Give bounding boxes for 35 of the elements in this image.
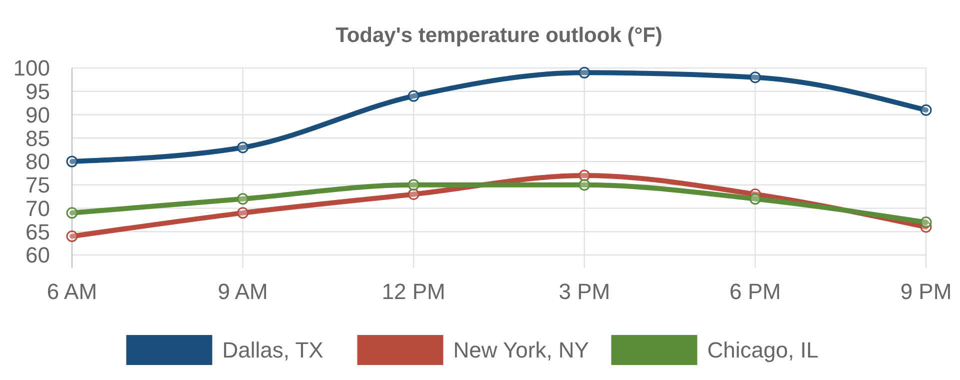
x-tick-label: 6 AM — [46, 279, 98, 304]
x-tick-label: 3 PM — [558, 279, 610, 304]
legend-label: Chicago, IL — [707, 338, 819, 363]
point — [408, 179, 420, 191]
y-tick-label: 65 — [26, 219, 50, 244]
point — [408, 188, 420, 200]
y-tick-label: 100 — [13, 56, 50, 81]
x-tick-label: 6 PM — [730, 279, 781, 304]
y-tick-label: 60 — [26, 242, 50, 268]
y-tick-label: 95 — [26, 79, 50, 104]
point — [578, 66, 590, 78]
point — [66, 156, 78, 168]
x-tick-label: 12 PM — [382, 279, 446, 304]
point — [749, 72, 761, 84]
point — [66, 230, 78, 242]
point — [920, 104, 932, 116]
point — [237, 193, 249, 205]
point — [578, 170, 590, 182]
point — [237, 142, 249, 154]
y-tick-label: 85 — [26, 126, 50, 151]
legend-label: Dallas, TX — [222, 338, 324, 363]
y-tick-label: 75 — [26, 172, 50, 198]
point — [920, 216, 932, 228]
chart-title: Today's temperature outlook (°F) — [336, 24, 662, 47]
point — [578, 179, 590, 191]
point — [408, 90, 420, 102]
point — [749, 193, 761, 205]
y-tick-label: 70 — [26, 196, 50, 221]
legend-label: New York, NY — [453, 338, 590, 363]
y-tick-label: 80 — [26, 149, 50, 174]
x-tick-label: 9 PM — [900, 279, 952, 304]
point — [237, 207, 249, 219]
y-tick-label: 90 — [26, 102, 50, 128]
x-tick-label: 9 AM — [218, 279, 268, 304]
point — [66, 207, 78, 219]
